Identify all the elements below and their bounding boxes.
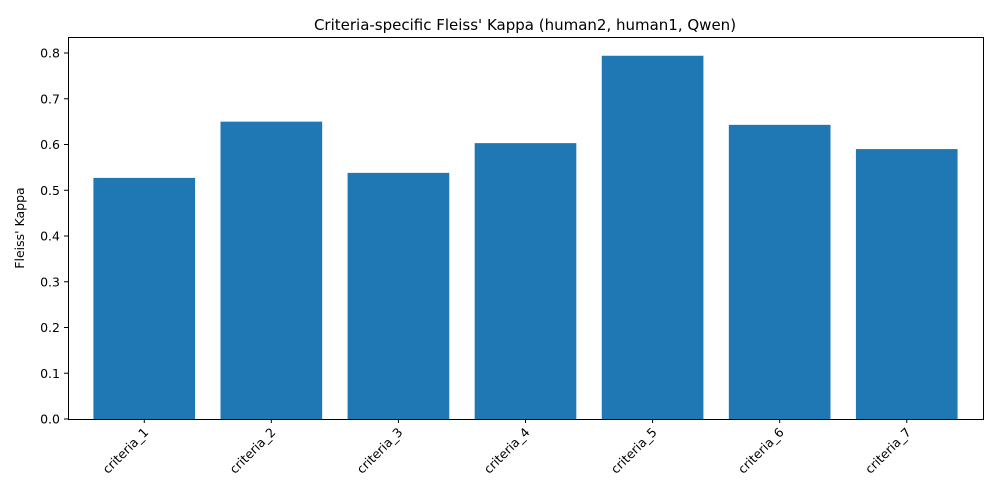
bar-criteria-7 <box>855 149 958 419</box>
y-tick-label: 0.2 <box>40 320 60 335</box>
bar-criteria-6 <box>728 124 831 419</box>
bar-criteria-2 <box>220 121 323 419</box>
bar-criteria-4 <box>474 143 577 419</box>
y-axis: 0.0 0.1 0.2 0.3 0.4 0.5 0.6 0.7 0.8 <box>40 46 68 427</box>
y-tick-label: 0.4 <box>40 229 60 244</box>
y-axis-title: Fleiss' Kappa <box>12 187 27 268</box>
bar-criteria-3 <box>347 172 450 419</box>
y-tick-label: 0.6 <box>40 137 60 152</box>
y-tick-label: 0.5 <box>40 183 60 198</box>
chart-title: Criteria-specific Fleiss' Kappa (human2,… <box>314 16 736 34</box>
y-tick-label: 0.3 <box>40 274 60 289</box>
bar-criteria-5 <box>601 55 704 419</box>
y-tick-label: 0.1 <box>40 366 60 381</box>
bar-criteria-1 <box>93 177 196 419</box>
y-tick-label: 0.8 <box>40 46 60 61</box>
y-tick-label: 0.0 <box>40 412 60 427</box>
y-tick-label: 0.7 <box>40 91 60 106</box>
plot-frame <box>68 37 984 420</box>
bars-layer <box>93 55 958 419</box>
